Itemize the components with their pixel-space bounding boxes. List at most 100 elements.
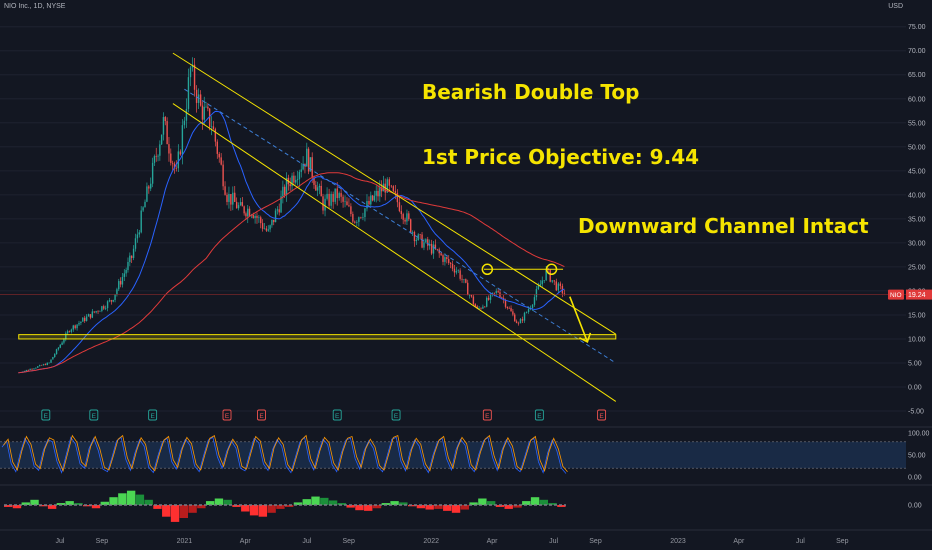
candle-body (116, 289, 118, 295)
histogram-bar (65, 501, 74, 505)
candle-body (199, 94, 202, 106)
candle-body (54, 354, 56, 358)
candle-body (514, 314, 516, 322)
candle-body (409, 219, 412, 233)
price-tick-label: 40.00 (908, 192, 926, 199)
candle-body (362, 217, 364, 218)
candle-body (164, 117, 166, 122)
candle-body (463, 279, 465, 280)
candle-body (504, 299, 507, 307)
histogram-bar (21, 502, 30, 505)
x-tick-label: Apr (240, 538, 252, 545)
histogram-bar (30, 499, 39, 505)
histogram-bar (126, 490, 136, 505)
candle-body (38, 365, 41, 367)
candle-body (493, 292, 496, 294)
x-tick-label: Jul (549, 538, 558, 545)
price-tick-label: 75.00 (908, 24, 926, 31)
candle-body (413, 232, 416, 242)
candle-body (173, 163, 176, 169)
histogram-bar (144, 499, 153, 505)
candle-body (171, 162, 174, 164)
candle-body (448, 259, 450, 263)
histogram-bar (486, 501, 496, 505)
candle-body (487, 297, 490, 300)
candle-body (256, 215, 258, 218)
earnings-marker (534, 409, 544, 421)
candle-body (340, 193, 342, 197)
x-tick-label: Sep (96, 538, 109, 545)
candle-body (406, 213, 408, 222)
histogram-bar (47, 505, 57, 509)
earnings-marker (391, 409, 401, 421)
candle-body (330, 193, 332, 206)
x-tick-label: 2022 (423, 538, 439, 545)
price-tick-label: 70.00 (908, 48, 926, 55)
candle-body (87, 314, 90, 317)
candle-body (446, 257, 448, 260)
histogram-bar (39, 505, 48, 507)
candle-body (55, 349, 58, 355)
candle-body (212, 126, 215, 130)
earnings-marker (597, 409, 607, 421)
candle-body (181, 125, 184, 155)
candle-body (497, 291, 499, 293)
histogram-bar (372, 505, 382, 509)
currency-label: USD (888, 3, 903, 10)
x-tick-label: Sep (342, 538, 355, 545)
candle-body (344, 201, 346, 203)
candle-body (557, 283, 560, 291)
candle-body (140, 210, 142, 233)
histogram-bar (162, 505, 171, 517)
candle-body (482, 306, 484, 309)
candle-body (551, 280, 553, 282)
earnings-marker-label: E (394, 413, 399, 420)
candle-body (300, 169, 302, 172)
candle-body (480, 308, 482, 309)
earnings-marker-label: E (225, 413, 230, 420)
candle-body (442, 255, 444, 262)
candle-body (252, 214, 254, 219)
candle-body (459, 270, 461, 279)
candle-body (474, 304, 476, 307)
candle-body (559, 283, 562, 286)
annotation-channel: Downward Channel Intact (578, 214, 869, 238)
histogram-bar (364, 505, 373, 511)
last-price-value-bg (906, 289, 932, 300)
candle-body (531, 304, 534, 308)
histogram-bar (4, 505, 13, 507)
candle-body (44, 364, 47, 366)
candle-body (243, 206, 245, 214)
candle-body (82, 317, 84, 322)
annotation-objective: 1st Price Objective: 9.44 (422, 145, 700, 169)
candle-body (315, 184, 317, 191)
candle-body (50, 359, 52, 363)
candle-body (390, 185, 393, 187)
candle-body (121, 276, 124, 285)
earnings-marker-label: E (92, 413, 97, 420)
histogram-bar (188, 505, 197, 513)
price-tick-label: -5.00 (908, 409, 924, 416)
histogram-bar (293, 502, 303, 505)
channel-lower-line (172, 103, 617, 402)
candle-body (289, 184, 291, 187)
candle-body (280, 196, 282, 213)
candle-body (118, 281, 120, 290)
symbol-header[interactable]: NIO Inc., 1D, NYSE (4, 3, 66, 10)
candle-body (157, 155, 159, 157)
candle-body (373, 195, 376, 201)
candle-body (101, 306, 103, 311)
oscillator-tick-label: 100.00 (908, 431, 930, 438)
candle-body (91, 311, 94, 318)
candle-body (29, 368, 31, 371)
candle-body (201, 105, 204, 120)
candle-body (103, 306, 105, 309)
candle-body (278, 209, 280, 213)
candle-body (112, 299, 114, 302)
candle-body (216, 141, 218, 154)
candle-body (423, 242, 425, 248)
histogram-bar (478, 498, 487, 505)
candle-body (430, 243, 433, 254)
candle-body (63, 339, 65, 343)
candle-body (358, 217, 360, 222)
